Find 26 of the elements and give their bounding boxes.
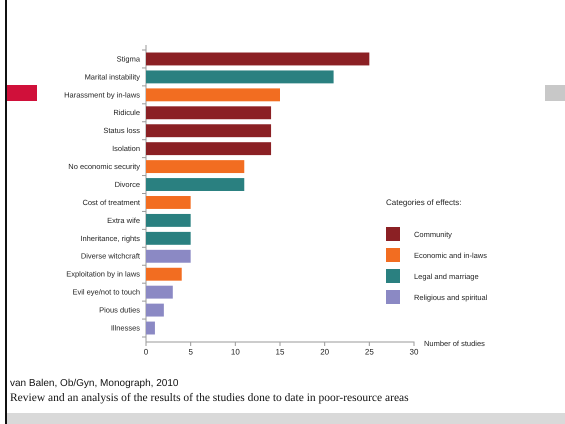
legend-title: Categories of effects: [386, 198, 462, 207]
bar [146, 106, 272, 120]
bar [146, 214, 191, 227]
x-tick-label: 25 [364, 348, 374, 357]
x-tick-label: 30 [410, 348, 419, 357]
bar [146, 232, 191, 245]
bar [146, 142, 272, 156]
x-tick-label: 0 [144, 348, 149, 357]
bar [146, 250, 191, 263]
x-tick-label: 15 [276, 348, 285, 357]
text: van Balen, Ob/Gyn, Monograph, 2010 [10, 378, 179, 389]
bar [146, 88, 280, 102]
x-tick-label: 5 [188, 348, 194, 357]
bar [146, 286, 173, 299]
x-tick-label: 10 [230, 348, 240, 357]
bar [146, 124, 272, 138]
bar [146, 178, 244, 191]
bar [146, 160, 244, 174]
bar [146, 70, 334, 84]
bar [146, 268, 182, 281]
bar [146, 322, 155, 334]
bar [146, 52, 370, 66]
bar [146, 196, 191, 209]
x-tick-label: 20 [320, 348, 330, 357]
text: Review and an analysis of the results of the studies done to date in poor-resource areas [10, 392, 410, 404]
bar [146, 304, 164, 317]
